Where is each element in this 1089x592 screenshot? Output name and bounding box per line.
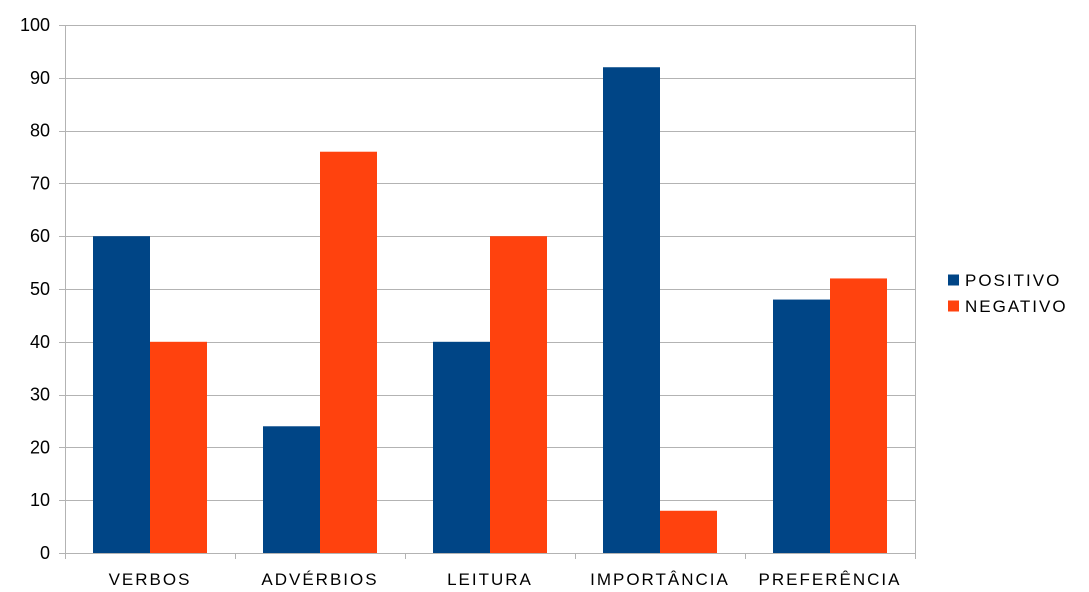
legend-swatch-positivo bbox=[948, 274, 959, 286]
y-tick-label: 50 bbox=[30, 279, 50, 299]
x-category-label: VERBOS bbox=[109, 570, 192, 589]
bar-positivo-4 bbox=[773, 299, 830, 553]
legend-swatch-negativo bbox=[948, 300, 959, 312]
x-category-label: PREFERÊNCIA bbox=[759, 570, 902, 589]
bar-negativo-2 bbox=[490, 236, 547, 553]
x-category-label: ADVÉRBIOS bbox=[261, 570, 378, 589]
legend: POSITIVO NEGATIVO bbox=[948, 271, 1068, 316]
x-axis-category-labels: VERBOS ADVÉRBIOS LEITURA IMPORTÂNCIA PREFERÊ… bbox=[109, 570, 902, 589]
bar-negativo-0 bbox=[150, 341, 207, 553]
y-tick-label: 70 bbox=[30, 173, 50, 193]
axes bbox=[59, 25, 916, 559]
y-axis-tick-labels: 0 10 20 30 40 50 60 70 80 90 100 bbox=[20, 15, 50, 563]
bar-positivo-3 bbox=[603, 67, 660, 554]
bar-negativo-1 bbox=[320, 151, 377, 553]
x-category-label: IMPORTÂNCIA bbox=[590, 570, 730, 589]
plot-frame bbox=[65, 25, 916, 554]
y-tick-label: 60 bbox=[30, 226, 50, 246]
legend-label-positivo: POSITIVO bbox=[965, 271, 1061, 290]
y-tick-label: 30 bbox=[30, 385, 50, 405]
y-tick-label: 100 bbox=[20, 15, 50, 35]
legend-label-negativo: NEGATIVO bbox=[965, 297, 1068, 316]
y-tick-label: 40 bbox=[30, 332, 50, 352]
y-tick-label: 10 bbox=[30, 490, 50, 510]
bar-negativo-4 bbox=[830, 278, 887, 553]
x-category-label: LEITURA bbox=[447, 570, 533, 589]
bars bbox=[93, 67, 887, 554]
y-tick-label: 80 bbox=[30, 121, 50, 141]
bar-positivo-0 bbox=[93, 236, 150, 553]
bar-positivo-1 bbox=[263, 426, 320, 553]
bar-positivo-2 bbox=[433, 341, 490, 553]
bar-negativo-3 bbox=[660, 510, 717, 553]
y-tick-label: 20 bbox=[30, 437, 50, 457]
y-tick-label: 0 bbox=[40, 543, 50, 563]
y-tick-label: 90 bbox=[30, 68, 50, 88]
